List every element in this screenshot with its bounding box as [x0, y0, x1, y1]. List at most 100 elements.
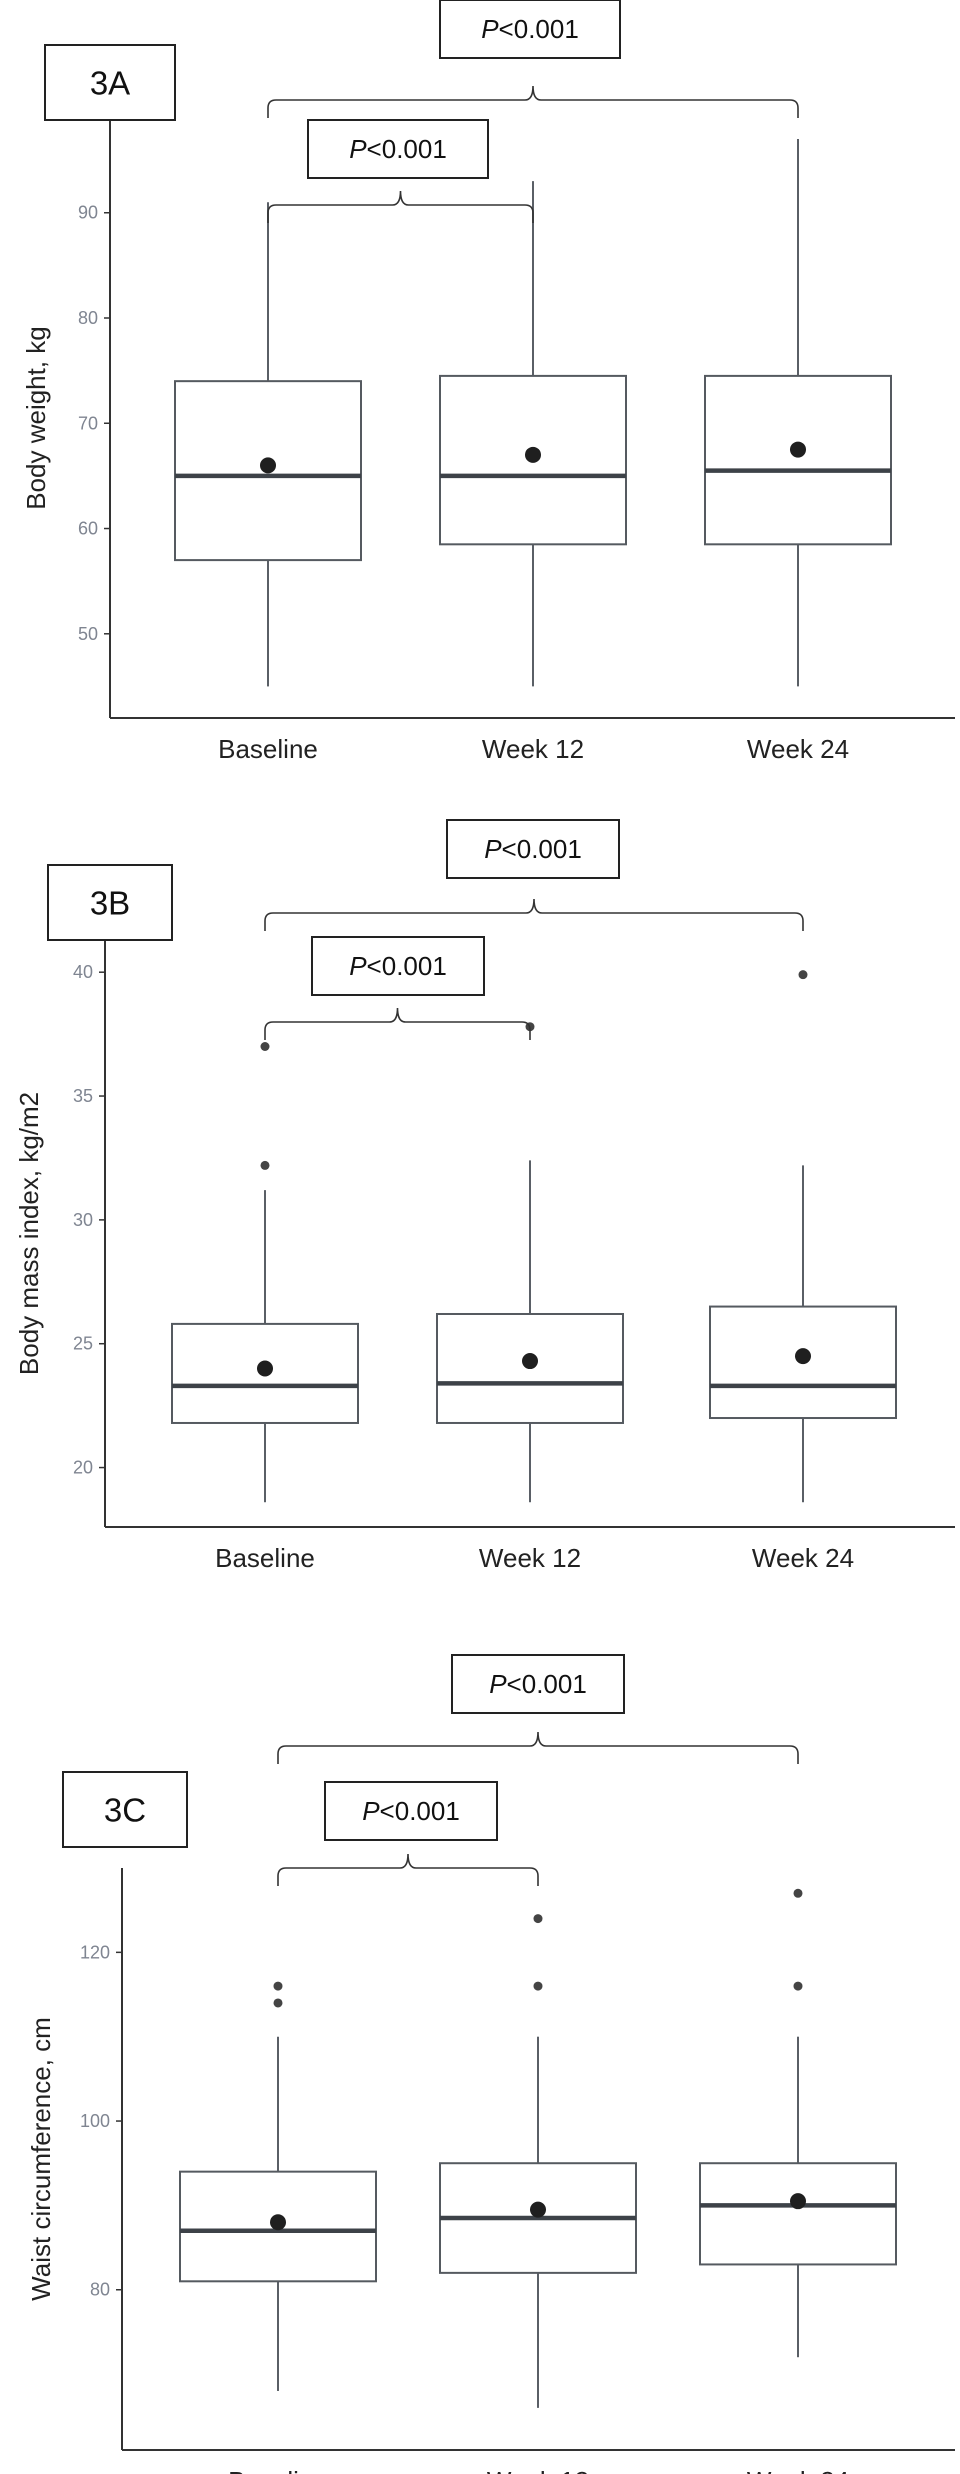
panel-label: 3B: [90, 885, 130, 922]
mean-point: [530, 2201, 546, 2218]
comparison-brace: [277, 1731, 799, 1764]
box-baseline: [171, 1042, 359, 1503]
mean-point: [790, 2193, 806, 2210]
y-tick-label: 120: [80, 1942, 110, 1962]
y-axis-label: Body mass index, kg/m2: [14, 1092, 44, 1375]
outlier-point: [273, 1981, 283, 1991]
mean-point: [522, 1353, 538, 1370]
box-baseline: [179, 1981, 377, 2391]
y-tick-label: 50: [78, 624, 98, 644]
x-category-label: Baseline: [228, 2466, 328, 2474]
p-value-box: [311, 936, 485, 996]
p-symbol: P: [489, 1669, 507, 1699]
box-week-12: [439, 181, 627, 687]
p-value-label: P<0.001: [484, 834, 582, 864]
p-value-label: P<0.001: [489, 1669, 587, 1699]
panel-label-box: [47, 864, 173, 941]
p-value-label: P<0.001: [362, 1796, 460, 1826]
comparison-1: P<0.001: [277, 1781, 539, 1886]
p-value-label: P<0.001: [481, 14, 579, 44]
y-axis-label: Waist circumference, cm: [26, 2017, 56, 2301]
p-symbol: P: [362, 1796, 380, 1826]
box-week-24: [709, 970, 897, 1503]
y-tick-label: 40: [73, 962, 93, 982]
y-tick-label: 80: [78, 308, 98, 328]
panel-3b: 20 25 30 35 40 Body mass index, kg/m2 Baseline…: [14, 819, 955, 1573]
y-tick-label: 80: [90, 2280, 110, 2300]
y-tick-label: 70: [78, 413, 98, 433]
y-tick-label: 100: [80, 2111, 110, 2131]
y-tick-label: 35: [73, 1086, 93, 1106]
comparison-brace: [267, 85, 799, 118]
mean-point: [795, 1348, 811, 1365]
p-symbol: P: [349, 951, 367, 981]
outlier-point: [273, 1998, 283, 2008]
mean-point: [260, 457, 276, 474]
p-value-box: [307, 119, 489, 179]
p-threshold: <0.001: [499, 14, 579, 44]
box-week-24: [699, 1888, 897, 2358]
y-tick-label: 90: [78, 203, 98, 223]
p-threshold: <0.001: [502, 834, 582, 864]
p-value-box: [439, 0, 621, 59]
panel-3a: 50 60 70 80 90 Body weight, kg Baseline Week 12…: [21, 0, 955, 764]
x-category-label: Week 24: [747, 2466, 849, 2474]
y-axis-label: Body weight, kg: [21, 326, 51, 510]
comparison-brace: [264, 898, 804, 931]
y-tick-label: 30: [73, 1210, 93, 1230]
outlier-point: [793, 1888, 803, 1898]
comparison-1: P<0.001: [267, 119, 534, 223]
box-week-12: [436, 1022, 624, 1503]
panel-label: 3C: [104, 1792, 146, 1829]
iqr-box: [699, 2162, 897, 2266]
x-category-label: Week 24: [747, 734, 849, 764]
x-category-label: Week 12: [482, 734, 584, 764]
box-baseline: [174, 202, 362, 687]
y-tick-label: 60: [78, 519, 98, 539]
comparison-2: P<0.001: [264, 819, 804, 931]
comparison-brace: [277, 1853, 539, 1886]
x-category-label: Baseline: [215, 1543, 315, 1573]
outlier-point: [533, 1914, 543, 1924]
p-threshold: <0.001: [380, 1796, 460, 1826]
x-category-label: Week 24: [752, 1543, 854, 1573]
iqr-box: [704, 374, 892, 546]
outlier-point: [798, 970, 808, 980]
x-category-label: Week 12: [479, 1543, 581, 1573]
mean-point: [257, 1360, 273, 1377]
panel-label-box: [44, 44, 176, 121]
p-value-label: P<0.001: [349, 134, 447, 164]
p-threshold: <0.001: [507, 1669, 587, 1699]
panel-label: 3A: [90, 65, 130, 102]
p-symbol: P: [481, 14, 499, 44]
comparison-2: P<0.001: [267, 0, 799, 118]
outlier-point: [533, 1981, 543, 1991]
p-symbol: P: [484, 834, 502, 864]
p-value-box: [446, 819, 620, 879]
p-threshold: <0.001: [367, 134, 447, 164]
p-value-box: [324, 1781, 498, 1841]
p-threshold: <0.001: [367, 951, 447, 981]
p-value-label: P<0.001: [349, 951, 447, 981]
mean-point: [525, 446, 541, 463]
comparison-2: P<0.001: [277, 1654, 799, 1764]
p-value-box: [451, 1654, 625, 1714]
outlier-point: [793, 1981, 803, 1991]
panel-label-box: [62, 1771, 188, 1848]
box-week-12: [439, 1914, 637, 2408]
comparison-brace: [264, 1007, 531, 1040]
mean-point: [790, 441, 806, 458]
box-week-24: [704, 139, 892, 687]
panel-3c: 80 100 120 Waist circumference, cm Baseline W…: [26, 1654, 955, 2474]
x-category-label: Week 12: [487, 2466, 589, 2474]
mean-point: [270, 2214, 286, 2231]
y-tick-label: 25: [73, 1334, 93, 1354]
outlier-point: [260, 1042, 270, 1052]
comparison-brace: [267, 190, 534, 223]
x-category-label: Baseline: [218, 734, 318, 764]
y-tick-label: 20: [73, 1458, 93, 1478]
p-symbol: P: [349, 134, 367, 164]
iqr-box: [174, 380, 362, 562]
comparison-1: P<0.001: [264, 936, 531, 1040]
